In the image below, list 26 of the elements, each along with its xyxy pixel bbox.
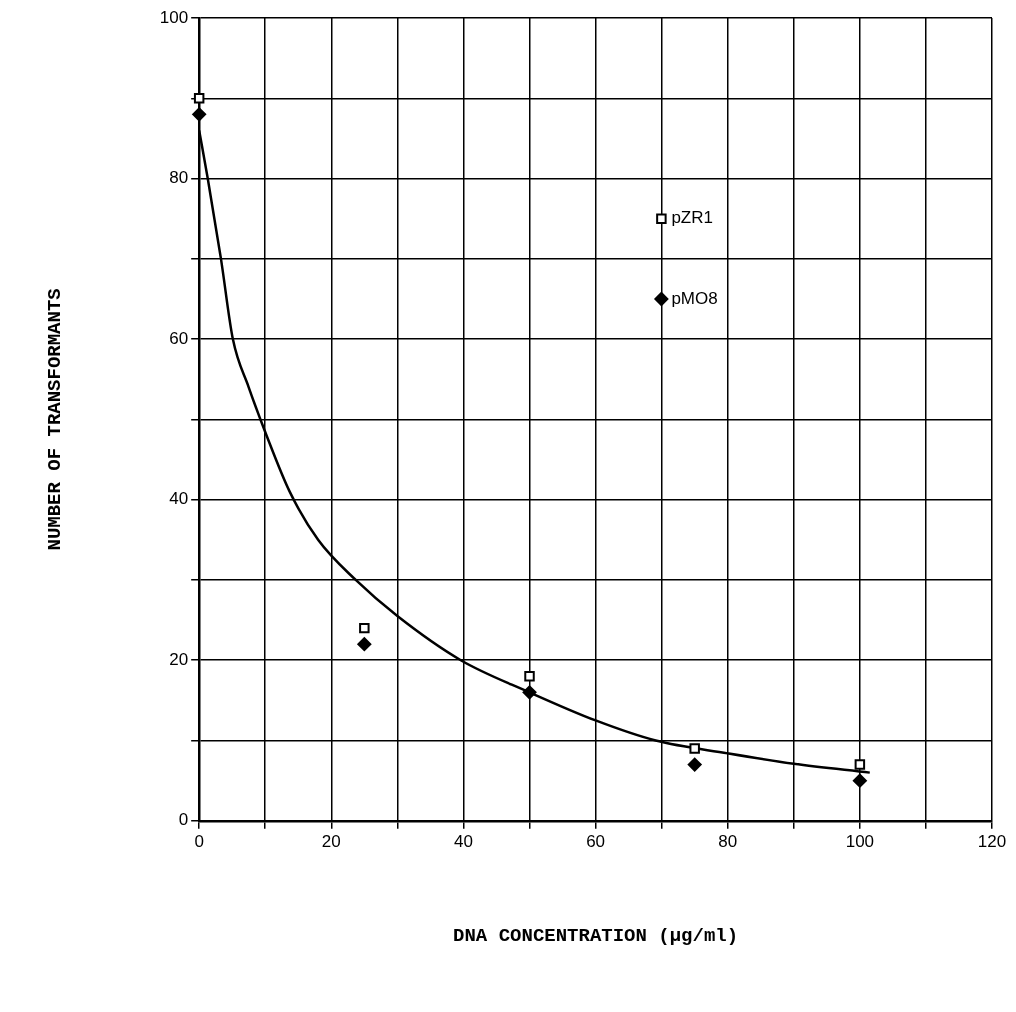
y-tick-label: 100 [159, 7, 189, 27]
point [687, 757, 702, 772]
point [359, 622, 370, 634]
x-tick-label: 120 [977, 831, 1007, 851]
point [524, 671, 535, 682]
point [689, 743, 700, 754]
y-tick-label: 80 [169, 168, 189, 188]
x-tick-label: 0 [194, 831, 204, 851]
x-tick-label: 20 [321, 831, 341, 851]
y-tick-label: 20 [169, 649, 189, 669]
x-tick-label: 60 [586, 831, 606, 851]
point [357, 637, 372, 652]
x-tick-label: 80 [718, 831, 738, 851]
y-tick-label: 60 [169, 328, 189, 348]
x-tick-label: 100 [845, 831, 875, 851]
y-axis-title: NUMBER OF TRANSFORMANTS [44, 288, 67, 551]
legend-label: pZR1 [671, 208, 713, 228]
y-tick-label: 40 [169, 489, 189, 509]
legend-label: pMO8 [671, 288, 718, 308]
x-axis-title: DNA CONCENTRATION (µg/ml) [453, 925, 739, 948]
point [854, 759, 866, 770]
point [192, 107, 207, 122]
x-tick-label: 40 [453, 831, 473, 851]
point [852, 773, 867, 788]
y-tick-label: 0 [178, 810, 189, 830]
point [522, 685, 537, 700]
